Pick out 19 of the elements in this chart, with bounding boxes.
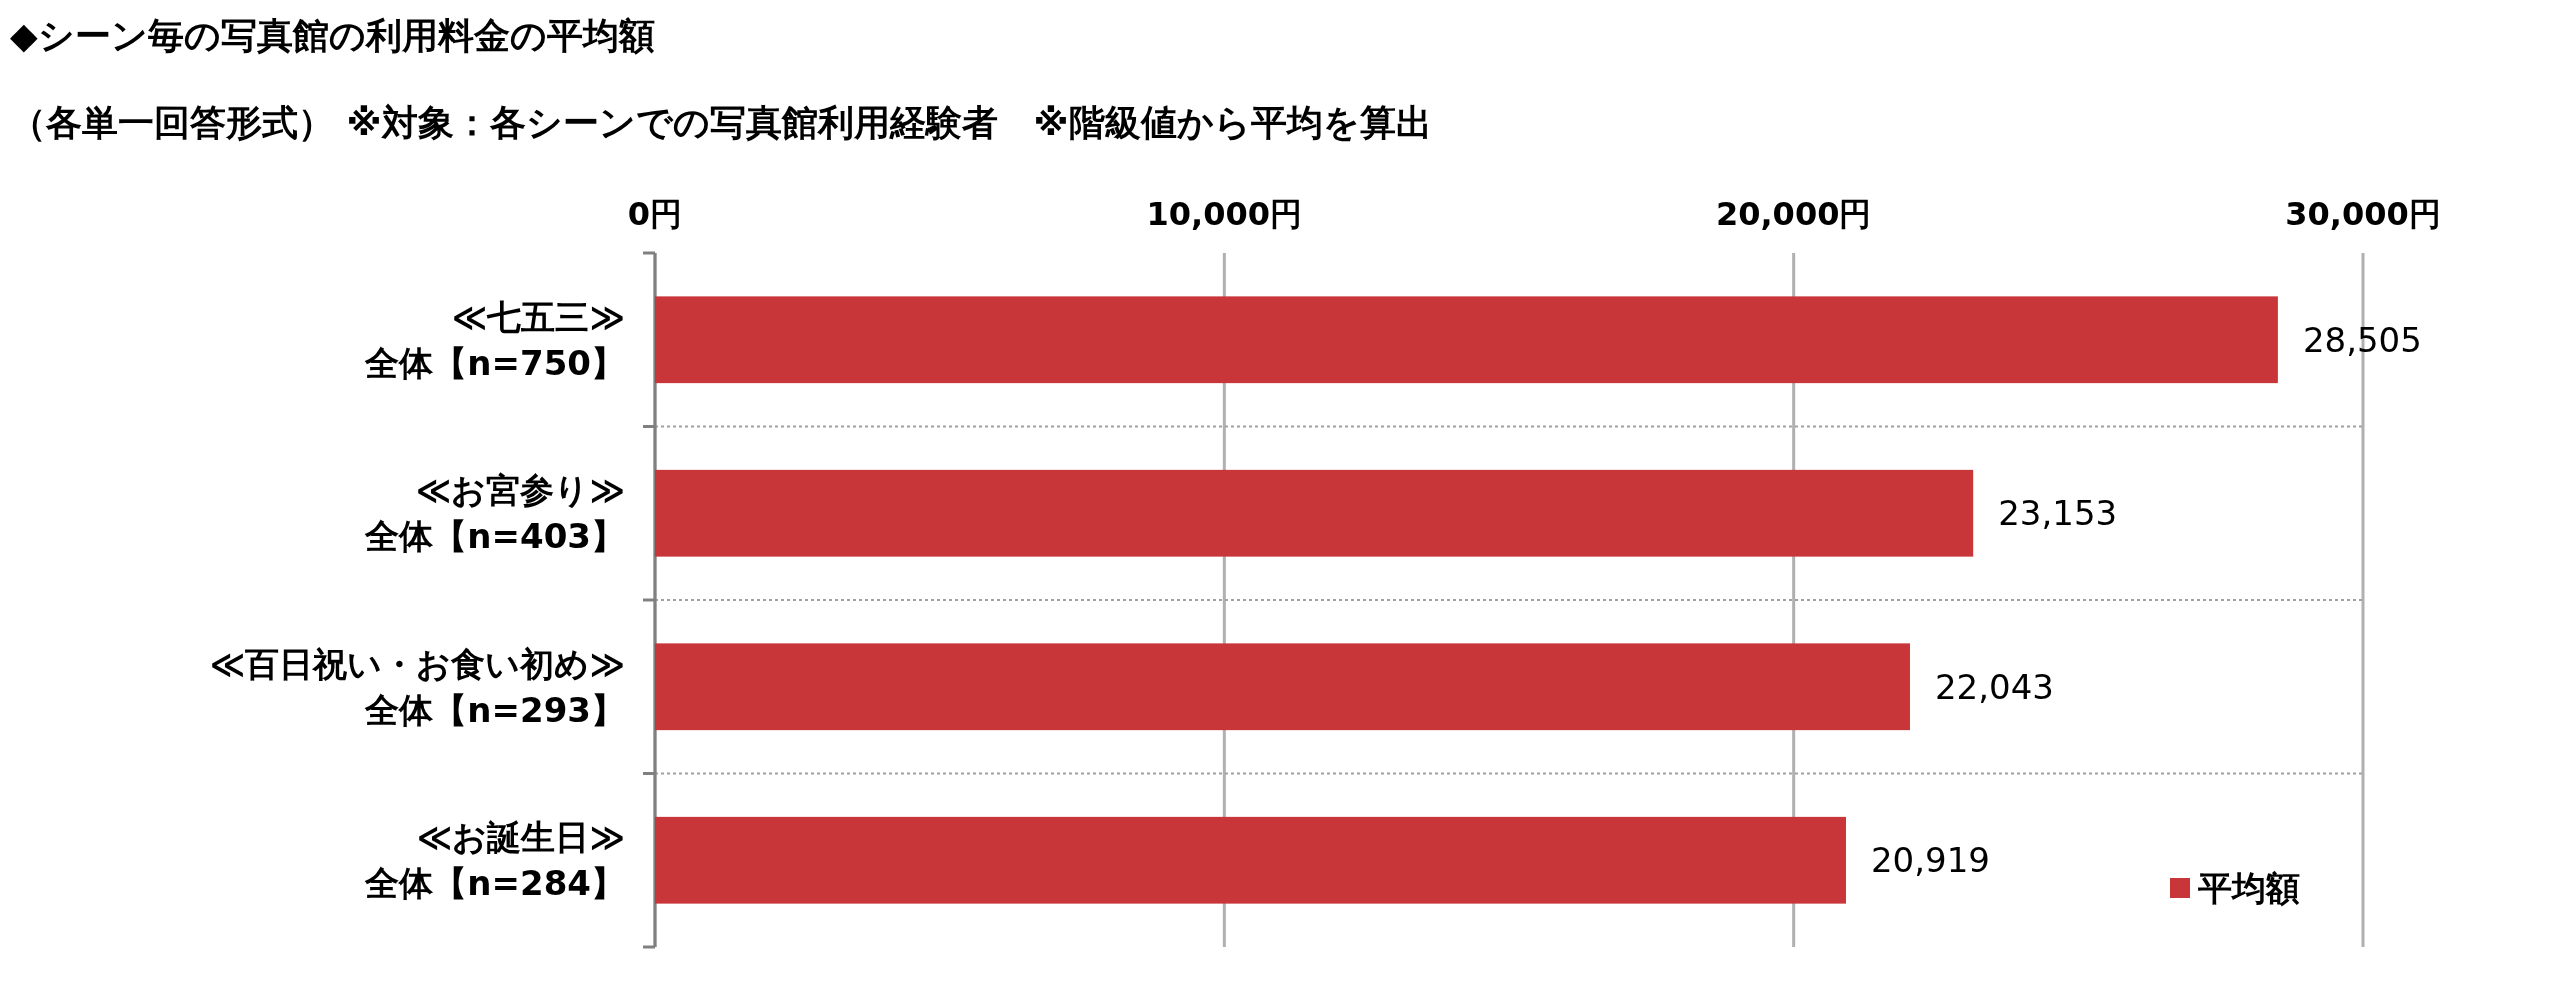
y-tick-label: ≪七五三≫ 全体【n=750】 <box>364 296 625 383</box>
data-label: 22,043 <box>1934 666 2054 707</box>
data-label: 23,153 <box>1998 493 2118 534</box>
bar <box>655 643 1910 731</box>
x-tick-label: 0円 <box>627 195 683 233</box>
bar <box>655 816 1846 904</box>
bar <box>655 469 1974 557</box>
y-tick-label: ≪お宮参り≫ 全体【n=403】 <box>364 470 625 557</box>
chart-subtitle: （各単一回答形式） ※対象：各シーンでの写真館利用経験者 ※階級値から平均を算出 <box>10 102 1432 143</box>
x-tick-label: 10,000円 <box>1146 195 1303 233</box>
legend-label: 平均額 <box>2197 868 2300 908</box>
y-tick-label: ≪お誕生日≫ 全体【n=284】 <box>364 817 625 904</box>
x-tick-label: 20,000円 <box>1715 195 1872 233</box>
bar <box>655 296 2278 384</box>
data-label: 28,505 <box>2302 319 2422 360</box>
text: ◆シーン毎の写真館の利用料金の平均額 <box>10 15 655 56</box>
y-tick-label: ≪百日祝い・お食い初め≫ 全体【n=293】 <box>209 643 625 730</box>
x-tick-label: 30,000円 <box>2285 195 2441 233</box>
data-label: 20,919 <box>1870 840 1990 881</box>
